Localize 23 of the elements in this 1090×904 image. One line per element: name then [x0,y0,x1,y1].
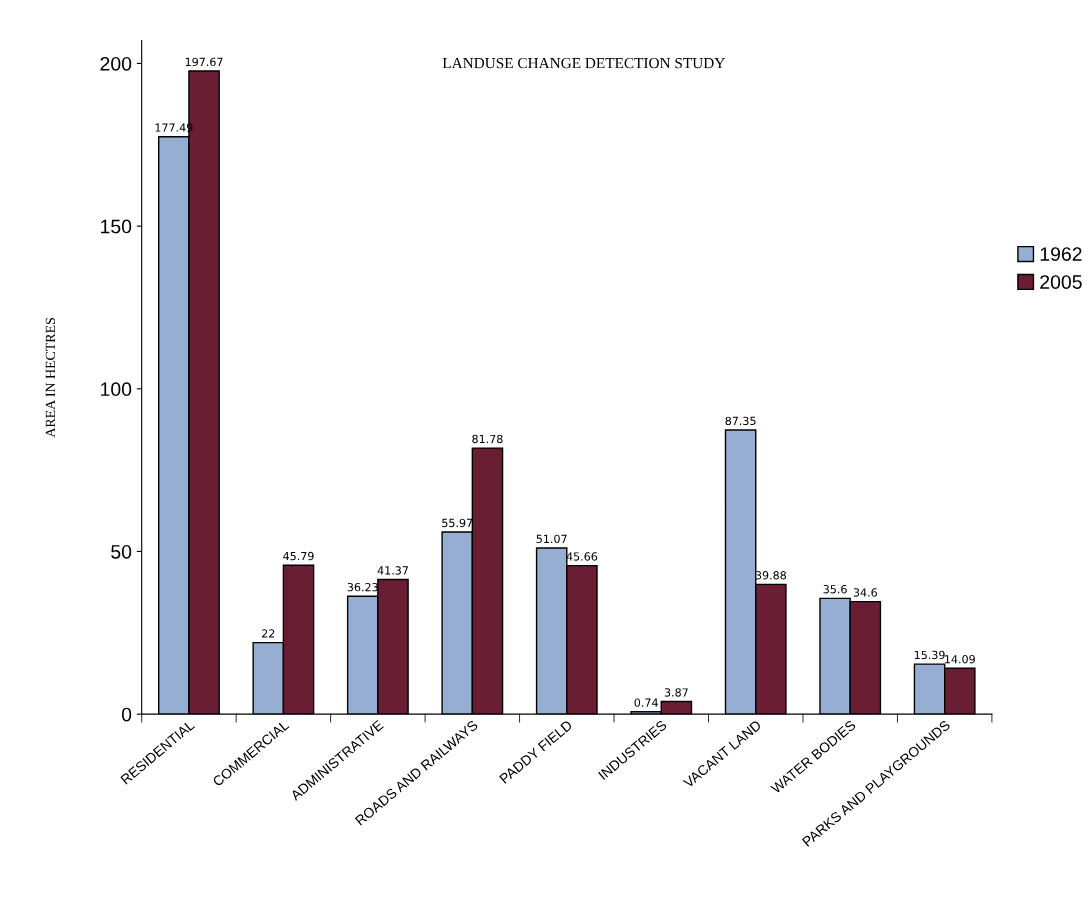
data-label: 34.6 [853,588,877,597]
y-axis-title: AREA IN HECTRES [45,318,56,438]
y-tick-label: 150 [101,219,132,234]
data-label: 55.97 [442,518,473,528]
data-label: 0.74 [634,698,658,707]
data-label: 15.39 [914,650,945,660]
data-label: 197.67 [185,57,223,67]
data-label: 14.09 [945,654,975,664]
y-tick-label: 50 [111,544,132,559]
data-label: 45.79 [283,551,314,561]
data-label: 41.37 [377,566,408,575]
data-label: 35.6 [823,585,847,594]
text: LANDUSE CHANGE DETECTION STUDY [442,58,725,69]
y-tick-label: 100 [101,382,132,397]
y-tick-label: 200 [100,56,132,71]
legend-label: 1962 [1040,247,1082,261]
legend-label: 2005 [1040,275,1082,289]
data-label: 51.07 [536,534,567,544]
data-label: 3.87 [664,688,688,697]
data-label: 81.78 [472,434,503,444]
data-label: 87.35 [725,416,756,426]
data-label: 22 [262,629,275,638]
y-tick-label: 0 [121,707,132,722]
